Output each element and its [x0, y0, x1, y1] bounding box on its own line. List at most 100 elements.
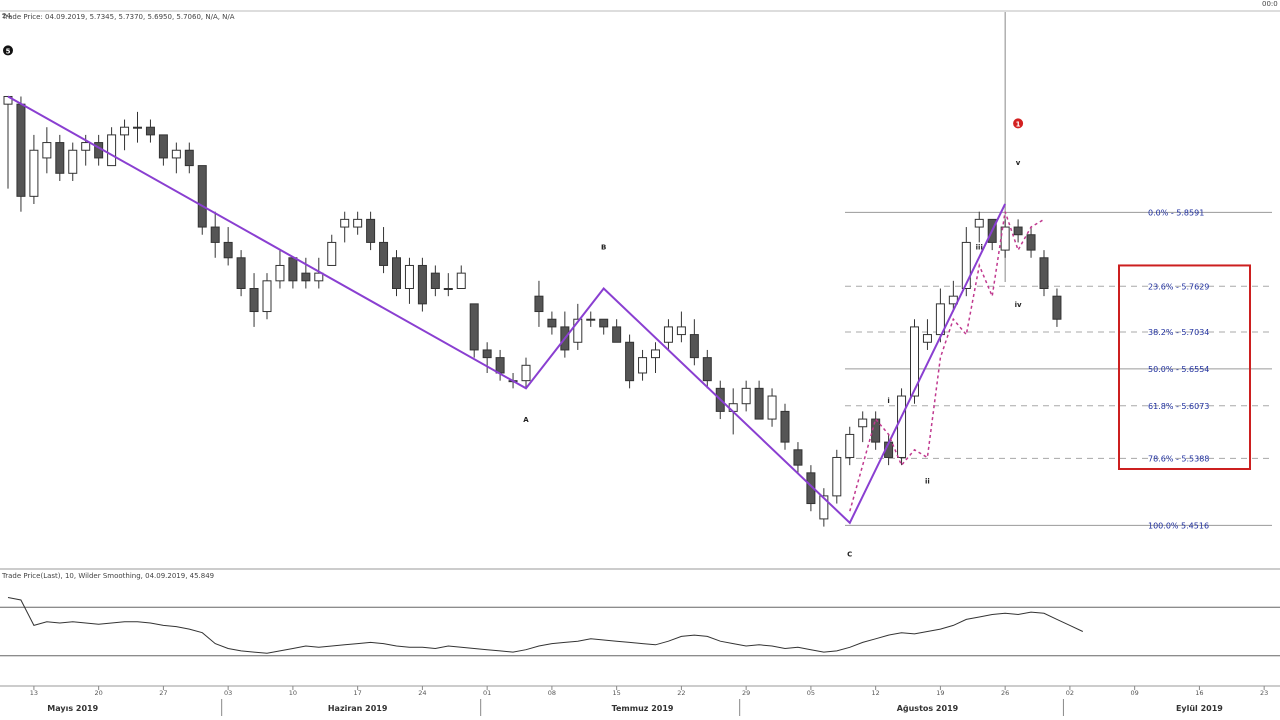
candle — [832, 449, 842, 504]
candle — [948, 280, 958, 312]
fib-highlight-box — [1118, 264, 1251, 470]
candle-body — [573, 318, 583, 343]
candle — [1026, 227, 1036, 258]
wave-label: v — [1016, 159, 1021, 167]
candle — [1000, 219, 1010, 258]
candle-body — [158, 134, 168, 159]
candle-body — [1026, 234, 1036, 251]
candle-body — [379, 241, 389, 266]
time-code: 00:0 — [1262, 0, 1278, 8]
candle — [897, 388, 907, 466]
fib-level-label: 78.6% - 5.5388 — [1148, 454, 1209, 463]
candle-body — [871, 418, 881, 443]
candle-body — [819, 495, 829, 520]
candle — [1052, 288, 1062, 327]
candle-body — [392, 257, 401, 289]
candle-body — [262, 280, 272, 313]
wave-label-marker — [1013, 118, 1024, 129]
candle-body — [612, 326, 622, 343]
x-month-label: Ağustos 2019 — [897, 704, 959, 713]
candle-body — [366, 218, 376, 243]
candle — [741, 380, 751, 412]
candle — [340, 211, 350, 243]
candle — [845, 426, 855, 466]
candle-body — [430, 272, 440, 289]
candle-body — [236, 257, 246, 289]
wave-label-marker — [3, 45, 13, 56]
candle-body — [754, 387, 764, 420]
candle — [120, 119, 130, 151]
candle — [145, 119, 155, 143]
candle — [171, 142, 181, 174]
candle-body — [1000, 226, 1010, 251]
candle — [197, 165, 207, 235]
rsi-info-header: Trade Price(Last), 10, Wilder Smoothing,… — [2, 572, 215, 580]
candle — [327, 234, 337, 266]
candle-body — [275, 264, 285, 282]
candle — [780, 403, 790, 450]
candle-body — [793, 449, 803, 466]
candle-body — [974, 218, 984, 228]
candle-body — [210, 226, 220, 243]
candle-body — [353, 218, 363, 228]
wave-label: 1 — [1016, 120, 1021, 128]
candle-body — [223, 241, 233, 259]
wave-label: ii — [925, 478, 930, 486]
x-month-label: Temmuz 2019 — [612, 704, 674, 713]
candle-body — [521, 364, 531, 382]
candle-body — [599, 318, 609, 328]
x-tick-label: 13 — [30, 689, 38, 697]
fib-level-label: 61.8% - 5.6073 — [1148, 402, 1209, 411]
candle — [353, 211, 363, 235]
candle — [935, 288, 945, 343]
candle-body — [340, 218, 350, 228]
wave-label: C — [847, 550, 852, 558]
wave-label: A — [523, 416, 529, 424]
candle-body — [417, 264, 427, 305]
sub-wave-line — [849, 211, 1045, 512]
candle-body — [1039, 257, 1049, 289]
price-info-header: Trade Price: 04.09.2019, 5.7345, 5.7370,… — [2, 13, 235, 21]
candle-body — [767, 395, 777, 420]
fib-level-label: 100.0% 5.4516 — [1148, 521, 1209, 530]
candle-body — [910, 326, 919, 397]
x-tick-label: 22 — [677, 689, 685, 697]
candle — [469, 303, 479, 358]
candle-body — [443, 288, 453, 290]
candle — [301, 257, 311, 289]
candle — [651, 342, 660, 373]
candle — [42, 127, 52, 174]
candle — [871, 411, 881, 450]
candle — [767, 388, 777, 427]
candle-body — [107, 134, 117, 167]
candle-body — [469, 303, 479, 351]
x-tick-label: 10 — [289, 689, 297, 697]
candle-body — [586, 318, 596, 321]
elliott-wave-line — [7, 95, 1006, 525]
candle — [612, 319, 622, 343]
candle-body — [133, 126, 142, 129]
candle — [573, 303, 583, 350]
candle — [599, 318, 609, 335]
candle — [68, 142, 78, 181]
x-tick-label: 12 — [872, 689, 880, 697]
candle — [922, 319, 932, 350]
candle — [16, 96, 26, 212]
candle — [3, 95, 13, 189]
candle — [314, 257, 324, 289]
candle — [184, 142, 194, 174]
x-tick-label: 17 — [354, 689, 362, 697]
candle-body — [780, 410, 790, 443]
fib-level-label: 0.0% - 5.8591 — [1148, 208, 1204, 217]
candle — [133, 111, 142, 143]
candle-body — [184, 149, 194, 167]
candle-body — [547, 318, 557, 328]
x-tick-label: 20 — [95, 689, 103, 697]
x-tick-label: 26 — [1001, 689, 1009, 697]
candle-body — [495, 357, 505, 374]
candle — [663, 319, 673, 350]
symbol-code: 24 — [2, 12, 11, 20]
candle-body — [3, 95, 13, 105]
wave-label: iv — [1015, 301, 1022, 309]
